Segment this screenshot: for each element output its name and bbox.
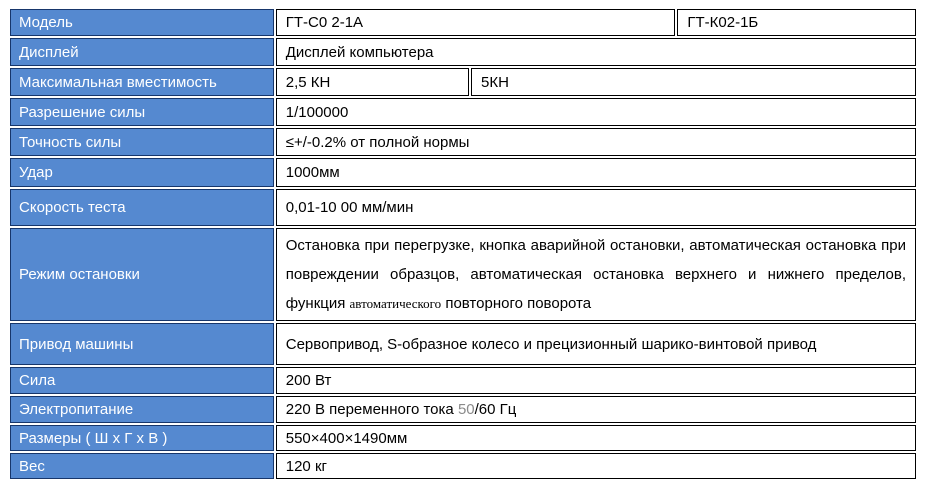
specification-table: Модель ГТ-С0 2-1А ГТ-К02-1Б Дисплей Дисп… [8, 7, 918, 481]
spec-value-power-supply: 220 В переменного тока 50/60 Гц [275, 396, 916, 423]
spec-label-force-resolution: Разрешение силы [10, 98, 274, 126]
stop-mode-text-after: повторного поворота [441, 295, 592, 312]
spec-value-power: 200 Вт [275, 367, 916, 394]
spec-label-display: Дисплей [10, 38, 274, 66]
spec-value-capacity-1: 2,5 КН [275, 68, 470, 96]
spec-value-force-resolution: 1/100000 [275, 98, 916, 126]
table-row: Электропитание 220 В переменного тока 50… [10, 396, 916, 423]
table-row: Привод машины Сервопривод, S-образное ко… [10, 323, 916, 365]
spec-label-stop-mode: Режим остановки [10, 228, 274, 321]
spec-value-stroke: 1000мм [275, 158, 916, 187]
table-row: Максимальная вместимость 2,5 КН 5КН [10, 68, 916, 96]
spec-label-test-speed: Скорость теста [10, 189, 274, 226]
power-supply-text-after: /60 Гц [474, 401, 517, 418]
spec-value-dimensions: 550×400×1490мм [275, 425, 916, 451]
spec-label-capacity: Максимальная вместимость [10, 68, 274, 96]
spec-value-test-speed: 0,01-10 00 мм/мин [275, 189, 916, 226]
spec-value-capacity-2: 5КН [471, 68, 916, 96]
table-row: Удар 1000мм [10, 158, 916, 187]
table-row: Дисплей Дисплей компьютера [10, 38, 916, 66]
spec-page: Модель ГТ-С0 2-1А ГТ-К02-1Б Дисплей Дисп… [10, 9, 916, 479]
stop-mode-text-serif: автоматического [349, 296, 442, 311]
power-supply-text-before: 220 В переменного тока [285, 401, 458, 418]
spec-label-power: Сила [10, 367, 274, 394]
spec-label-drive: Привод машины [10, 323, 274, 365]
table-row: Модель ГТ-С0 2-1А ГТ-К02-1Б [10, 9, 916, 36]
spec-label-power-supply: Электропитание [10, 396, 274, 423]
spec-label-force-accuracy: Точность силы [10, 128, 274, 156]
table-row: Сила 200 Вт [10, 367, 916, 394]
spec-value-model-1: ГТ-С0 2-1А [275, 9, 676, 36]
table-row: Скорость теста 0,01-10 00 мм/мин [10, 189, 916, 226]
table-row: Размеры ( Ш х Г х В ) 550×400×1490мм [10, 425, 916, 451]
spec-value-drive: Сервопривод, S-образное колесо и прецизи… [275, 323, 916, 365]
spec-value-stop-mode: Остановка при перегрузке, кнопка аварийн… [275, 228, 916, 321]
stop-mode-text-before: Остановка при перегрузке, кнопка аварийн… [285, 237, 906, 312]
spec-label-weight: Вес [10, 453, 274, 479]
table-row: Вес 120 кг [10, 453, 916, 479]
spec-value-weight: 120 кг [275, 453, 916, 479]
spec-label-stroke: Удар [10, 158, 274, 187]
power-supply-text-gray: 50 [457, 401, 475, 418]
spec-value-force-accuracy: ≤+/-0.2% от полной нормы [275, 128, 916, 156]
table-row: Режим остановки Остановка при перегрузке… [10, 228, 916, 321]
spec-value-model-2: ГТ-К02-1Б [677, 9, 916, 36]
spec-value-display: Дисплей компьютера [275, 38, 916, 66]
spec-label-dimensions: Размеры ( Ш х Г х В ) [10, 425, 274, 451]
table-row: Точность силы ≤+/-0.2% от полной нормы [10, 128, 916, 156]
table-row: Разрешение силы 1/100000 [10, 98, 916, 126]
spec-label-model: Модель [10, 9, 274, 36]
